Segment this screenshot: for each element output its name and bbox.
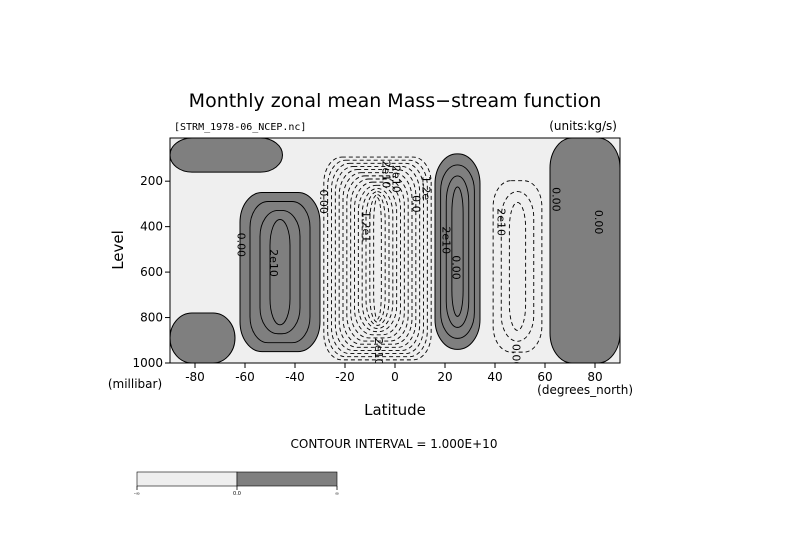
x-tick-label-0: -80 [185,370,205,384]
positive-region-3 [549,138,620,363]
contour-label-4: 2e10 [390,165,403,193]
x-tick-label-6: 40 [487,370,502,384]
y-tick-label-4: 1000 [132,356,163,370]
negative-contour-0-5 [338,169,417,348]
y-tick-label-0: 200 [140,174,163,188]
contour-labels: 0.002e100.002e102e101.2e10.01.2e2e100.00… [235,160,606,369]
positive-region-4 [170,138,283,173]
y-axis-units: (millibar) [108,377,162,391]
x-tick-label-4: 0 [391,370,399,384]
x-axis-label: Latitude [364,401,426,419]
positive-contour-1-2 [445,175,470,328]
x-tick-label-8: 80 [587,370,602,384]
contour-label-10: 2e10 [495,208,508,236]
y-tick-label-1: 400 [140,220,163,234]
negative-contour-0-2 [327,159,428,358]
colorbar-label-min: -∞ [134,491,140,497]
x-axis-ticks: -80 -60 -40 -20 0 20 40 60 80 [185,363,603,384]
contour-label-13: 2e10 [372,338,385,366]
colorbar-positive-swatch [236,471,338,487]
negative-contour-0-4 [334,166,421,351]
y-axis-label: Level [109,230,127,270]
contour-label-1: 2e10 [267,249,280,277]
contour-label-6: 0.0 [410,195,423,213]
chart-title: Monthly zonal mean Mass−stream function [189,90,602,112]
chart-subtitle-file: [STRM_1978-06_NCEP.nc] [174,122,306,133]
contour-label-12: 0.00 [592,210,605,235]
negative-contour-0-3 [331,162,424,355]
y-tick-label-2: 600 [140,265,163,279]
y-axis-ticks: 200 400 600 800 1000 [132,174,170,370]
positive-contour-0-1 [249,201,311,344]
negative-contour-0-10 [357,184,398,333]
negative-contour-1-2 [500,191,535,342]
colorbar-label-mid: 0.0 [233,491,241,497]
negative-contour-0-13 [369,194,386,323]
negative-contour-0-7 [346,175,409,342]
colorbar-negative-swatch [136,471,238,487]
x-tick-label-3: -20 [335,370,355,384]
positive-region-0 [170,312,236,363]
chart-subtitle-units: (units:kg/s) [549,119,617,133]
positive-contour-1-1 [440,164,475,339]
y-tick-label-3: 800 [140,311,163,325]
positive-contour-0-2 [259,209,301,335]
negative-contour-1-1 [492,180,543,353]
x-tick-label-2: -40 [285,370,305,384]
plot-area: 0.002e100.002e102e101.2e10.01.2e2e100.00… [170,138,620,369]
contour-lines [249,156,543,361]
contour-label-2: 0.00 [317,189,330,214]
contour-label-8: 2e10 [440,226,453,254]
contour-label-0: 0.00 [235,233,248,258]
x-tick-label-1: -60 [235,370,255,384]
contour-label-7: 1.2e [420,176,433,200]
contour-label-5: 1.2e1 [360,211,373,242]
colorbar-label-max: ∞ [335,491,339,497]
negative-contour-0-14 [373,197,382,320]
negative-contour-0-11 [361,187,394,329]
negative-contour-0-9 [354,181,401,336]
contour-interval-text: CONTOUR INTERVAL = 1.000E+10 [291,437,498,451]
contour-label-14: 0.00 [510,344,523,369]
positive-contour-0-3 [269,218,291,326]
x-axis-units: (degrees_north) [537,383,633,397]
contour-label-3: 2e10 [380,160,393,188]
negative-contour-0-6 [342,172,413,345]
x-tick-label-5: 20 [437,370,452,384]
contour-label-11: 0.00 [550,187,563,212]
positive-contour-1-3 [451,186,464,317]
negative-contour-1-3 [508,201,527,331]
colorbar: -∞ 0.0 ∞ [134,471,339,497]
contour-label-9: 0.00 [450,255,463,280]
negative-contour-0-8 [350,178,405,339]
x-tick-label-7: 60 [537,370,552,384]
negative-contour-0-1 [323,156,432,361]
negative-contour-0-12 [365,191,390,326]
